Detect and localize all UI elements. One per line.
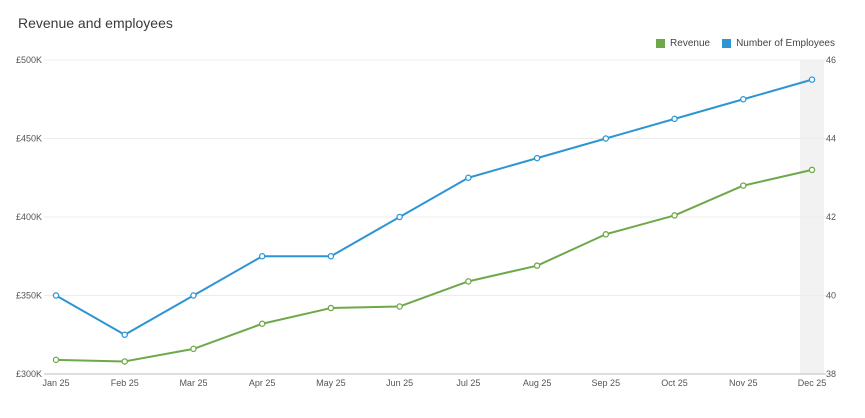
data-point-employees — [602, 135, 610, 142]
y-tick-left: £500K — [16, 55, 42, 65]
y-tick-left: £450K — [16, 134, 42, 144]
series-line-employees — [55, 78, 813, 336]
data-point-revenue — [190, 345, 197, 353]
data-point-revenue — [52, 356, 60, 364]
x-tick-label: Jun 25 — [386, 378, 413, 388]
data-point-revenue — [258, 320, 266, 328]
y-tick-left: £400K — [16, 212, 42, 222]
legend-item-employees[interactable]: Number of Employees — [722, 38, 835, 49]
data-point-employees — [671, 115, 678, 123]
x-tick-label: Sep 25 — [592, 378, 621, 388]
y-tick-left: £300K — [16, 369, 42, 379]
x-tick-label: Mar 25 — [179, 378, 207, 388]
y-tick-right: 42 — [826, 212, 836, 222]
data-point-employees — [52, 292, 60, 299]
legend: Revenue Number of Employees — [656, 38, 835, 49]
data-point-revenue — [808, 166, 816, 174]
data-point-employees — [258, 252, 266, 260]
data-point-employees — [190, 292, 197, 299]
data-point-revenue — [465, 278, 472, 285]
legend-label-revenue: Revenue — [670, 38, 711, 49]
x-tick-label: Oct 25 — [661, 378, 688, 388]
chart-title: Revenue and employees — [18, 15, 173, 31]
y-tick-right: 40 — [826, 291, 836, 301]
data-point-employees — [808, 76, 816, 83]
y-tick-right: 44 — [826, 134, 836, 144]
data-point-employees — [327, 252, 335, 260]
data-point-employees — [533, 154, 541, 162]
data-point-revenue — [396, 303, 403, 310]
data-point-employees — [465, 174, 472, 181]
x-tick-label: Jul 25 — [456, 378, 480, 388]
y-tick-left: £350K — [16, 291, 42, 301]
x-tick-label: Aug 25 — [523, 378, 552, 388]
data-point-revenue — [121, 358, 128, 365]
data-point-revenue — [671, 212, 678, 219]
x-tick-label: Nov 25 — [729, 378, 758, 388]
x-tick-label: Apr 25 — [249, 378, 276, 388]
legend-item-revenue[interactable]: Revenue — [656, 38, 710, 49]
data-point-revenue — [533, 262, 541, 269]
legend-swatch-employees — [722, 39, 732, 48]
y-tick-right: 46 — [826, 55, 836, 65]
x-tick-label: May 25 — [316, 378, 346, 388]
data-point-employees — [121, 331, 128, 338]
x-tick-label: Jan 25 — [42, 378, 69, 388]
legend-label-employees: Number of Employees — [736, 38, 835, 49]
series-line-revenue — [55, 168, 813, 363]
legend-swatch-revenue — [656, 39, 666, 48]
y-tick-right: 38 — [826, 369, 836, 379]
x-tick-label: Dec 25 — [798, 378, 827, 388]
x-tick-label: Feb 25 — [111, 378, 139, 388]
data-point-employees — [740, 96, 747, 103]
data-point-revenue — [740, 182, 747, 189]
data-point-employees — [396, 213, 403, 221]
data-point-revenue — [602, 231, 610, 238]
data-point-revenue — [327, 304, 335, 312]
